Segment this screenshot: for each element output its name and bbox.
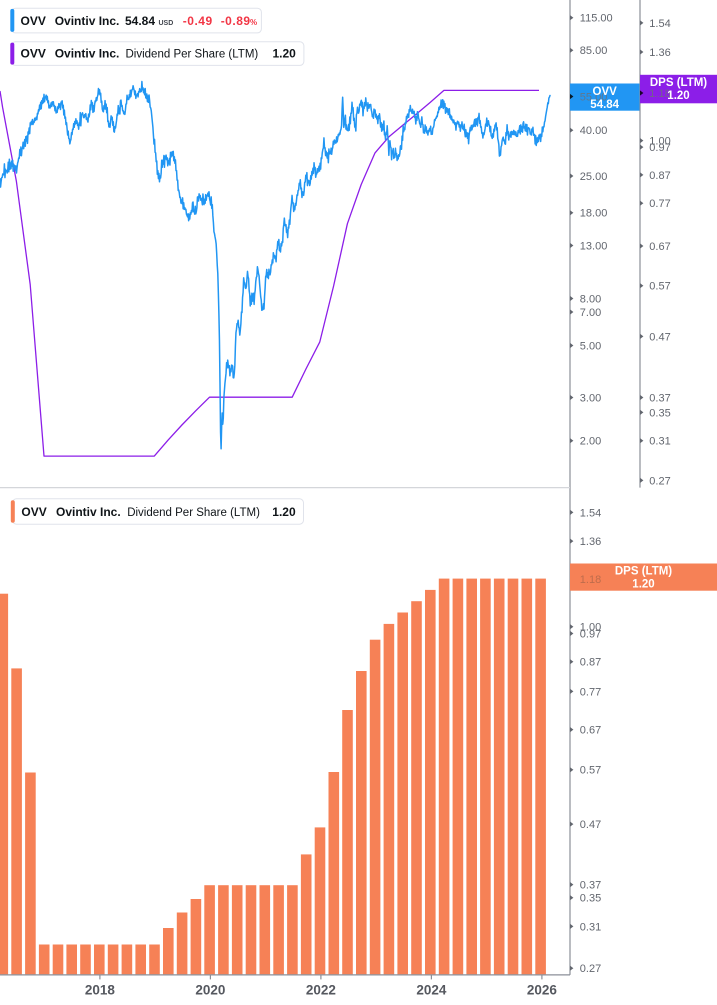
svg-text:2.00: 2.00 (580, 436, 601, 448)
svg-text:0.67: 0.67 (649, 241, 670, 253)
svg-text:0.27: 0.27 (580, 963, 601, 975)
svg-text:Dividend Per Share (LTM): Dividend Per Share (LTM) (127, 507, 260, 519)
svg-text:0.35: 0.35 (649, 407, 670, 419)
svg-text:13.00: 13.00 (580, 240, 608, 252)
svg-text:1.00: 1.00 (649, 136, 670, 148)
svg-text:2018: 2018 (85, 983, 116, 998)
svg-text:25.00: 25.00 (580, 171, 608, 183)
svg-text:Ovintiv Inc.: Ovintiv Inc. (55, 47, 120, 61)
svg-text:54.84: 54.84 (590, 99, 619, 111)
svg-text:0.57: 0.57 (649, 281, 670, 293)
svg-text:0.57: 0.57 (580, 765, 601, 777)
svg-text:Dividend Per Share (LTM): Dividend Per Share (LTM) (126, 49, 259, 61)
svg-text:0.77: 0.77 (649, 198, 670, 210)
svg-text:0.77: 0.77 (580, 686, 601, 698)
svg-text:DPS (LTM): DPS (LTM) (615, 566, 672, 578)
svg-text:1.18: 1.18 (580, 574, 601, 586)
svg-text:55.00: 55.00 (580, 91, 608, 103)
svg-text:85.00: 85.00 (580, 45, 608, 57)
svg-text:-0.89: -0.89 (221, 14, 251, 28)
svg-text:Ovintiv Inc.: Ovintiv Inc. (55, 14, 120, 28)
svg-text:0.31: 0.31 (580, 921, 601, 933)
svg-text:3.00: 3.00 (580, 392, 601, 404)
svg-text:54.84: 54.84 (125, 14, 155, 28)
svg-text:2020: 2020 (195, 983, 225, 998)
svg-text:0.47: 0.47 (580, 819, 601, 831)
svg-text:0.87: 0.87 (649, 170, 670, 182)
svg-text:2026: 2026 (527, 983, 558, 998)
svg-text:0.35: 0.35 (580, 893, 601, 905)
svg-text:0.97: 0.97 (580, 628, 601, 640)
svg-text:2024: 2024 (416, 983, 447, 998)
svg-text:0.37: 0.37 (649, 392, 670, 404)
svg-text:OVV: OVV (593, 86, 618, 98)
svg-text:1.36: 1.36 (649, 47, 670, 59)
svg-text:OVV: OVV (21, 47, 46, 61)
svg-text:18.00: 18.00 (580, 208, 608, 220)
svg-text:0.37: 0.37 (580, 880, 601, 892)
svg-text:2022: 2022 (306, 983, 336, 998)
svg-text:1.20: 1.20 (632, 579, 654, 591)
svg-text:7.00: 7.00 (580, 307, 601, 319)
svg-text:1.54: 1.54 (649, 18, 670, 30)
svg-text:%: % (250, 18, 257, 27)
svg-text:USD: USD (159, 20, 174, 27)
svg-text:Ovintiv Inc.: Ovintiv Inc. (56, 505, 121, 519)
svg-text:0.87: 0.87 (580, 657, 601, 669)
svg-text:-0.49: -0.49 (183, 14, 213, 28)
svg-text:OVV: OVV (21, 14, 46, 28)
svg-text:1.20: 1.20 (667, 90, 689, 102)
svg-text:DPS (LTM): DPS (LTM) (650, 77, 707, 89)
svg-text:0.27: 0.27 (649, 475, 670, 487)
svg-text:1.20: 1.20 (273, 47, 297, 61)
svg-text:1.36: 1.36 (580, 536, 601, 548)
svg-text:OVV: OVV (21, 505, 46, 519)
svg-text:1.20: 1.20 (272, 505, 296, 519)
svg-text:1.00: 1.00 (580, 622, 601, 634)
svg-text:0.47: 0.47 (649, 331, 670, 343)
svg-text:0.97: 0.97 (649, 142, 670, 154)
svg-text:0.67: 0.67 (580, 725, 601, 737)
svg-text:0.31: 0.31 (649, 436, 670, 448)
svg-text:1.18: 1.18 (649, 88, 670, 100)
svg-text:8.00: 8.00 (580, 293, 601, 305)
svg-text:40.00: 40.00 (580, 125, 608, 137)
svg-text:5.00: 5.00 (580, 340, 601, 352)
svg-text:115.00: 115.00 (580, 13, 613, 25)
svg-text:1.54: 1.54 (580, 507, 601, 519)
